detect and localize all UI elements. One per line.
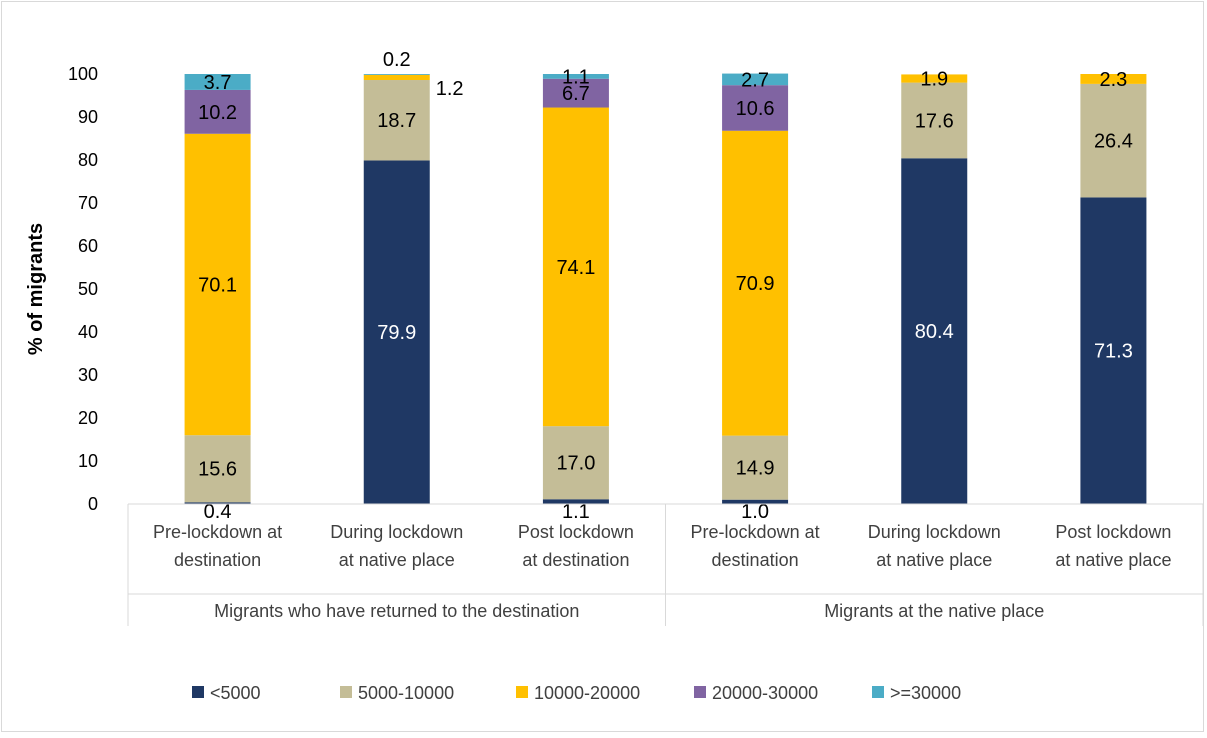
bar-segment (184, 435, 251, 503)
data-label: 2.7 (741, 69, 769, 91)
legend-swatch (694, 686, 706, 698)
y-tick-label: 10 (78, 451, 98, 471)
bar-segment (1080, 197, 1147, 504)
legend-swatch (516, 686, 528, 698)
data-label: 17.6 (915, 110, 954, 132)
x-tick-label: Pre-lockdown at (153, 522, 282, 542)
data-label: 10.2 (198, 102, 237, 124)
data-label: 1.0 (741, 501, 769, 523)
data-label: 18.7 (377, 110, 416, 132)
bar-segment (184, 74, 251, 90)
x-tick-label: destination (712, 550, 799, 570)
bar-segment (542, 74, 609, 79)
legend-label: 5000-10000 (358, 683, 454, 703)
bar-segment (542, 426, 609, 500)
bar-segment (184, 89, 251, 134)
bar-segment (1080, 83, 1147, 198)
data-label: 2.3 (1100, 69, 1128, 91)
y-tick-label: 50 (78, 279, 98, 299)
legend-label: 10000-20000 (534, 683, 640, 703)
x-tick-label: Pre-lockdown at (691, 522, 820, 542)
data-label: 0.4 (204, 501, 232, 523)
bar-segment (1080, 74, 1147, 84)
y-tick-label: 80 (78, 150, 98, 170)
x-tick-label: destination (174, 550, 261, 570)
bar-segment (542, 107, 609, 427)
data-label: 6.7 (562, 83, 590, 105)
data-label: 71.3 (1094, 341, 1133, 363)
x-tick-label: During lockdown (868, 522, 1001, 542)
data-label: 10.6 (736, 98, 775, 120)
data-label: 70.1 (198, 274, 237, 296)
bar-segment (542, 499, 609, 504)
bar-segment (722, 435, 789, 500)
y-axis-title: % of migrants (25, 223, 47, 355)
y-tick-label: 20 (78, 408, 98, 428)
data-label: 0.2 (383, 49, 411, 71)
bar-segment (901, 158, 968, 504)
bar-segment (901, 82, 968, 159)
bar-segment (722, 130, 789, 436)
bar-segment (363, 80, 430, 161)
y-tick-label: 70 (78, 193, 98, 213)
y-tick-label: 90 (78, 107, 98, 127)
data-label: 80.4 (915, 321, 954, 343)
x-tick-label: at native place (876, 550, 992, 570)
legend-label: >=30000 (890, 683, 961, 703)
legend-swatch (192, 686, 204, 698)
bar-segment (363, 74, 430, 81)
data-label: 1.9 (920, 69, 948, 91)
bar-segment (184, 133, 251, 436)
data-label: 14.9 (736, 458, 775, 480)
data-label: 1.1 (562, 501, 590, 523)
legend-swatch (340, 686, 352, 698)
data-label: 74.1 (556, 257, 595, 279)
legend-label: 20000-30000 (712, 683, 818, 703)
data-label: 79.9 (377, 322, 416, 344)
legend-label: <5000 (210, 683, 261, 703)
data-label: 1.1 (562, 66, 590, 88)
x-tick-label: During lockdown (330, 522, 463, 542)
bar-segment (901, 74, 968, 83)
x-tick-label: Post lockdown (518, 522, 634, 542)
x-tick-label: Post lockdown (1055, 522, 1171, 542)
y-tick-label: 0 (88, 494, 98, 514)
y-tick-label: 40 (78, 322, 98, 342)
x-tick-label: at native place (1055, 550, 1171, 570)
x-tick-label: at destination (522, 550, 629, 570)
group-label: Migrants at the native place (824, 601, 1044, 621)
data-label: 15.6 (198, 459, 237, 481)
group-label: Migrants who have returned to the destin… (214, 601, 579, 621)
y-tick-label: 30 (78, 365, 98, 385)
data-label: 26.4 (1094, 131, 1133, 153)
x-tick-label: at native place (339, 550, 455, 570)
data-label: 3.7 (204, 72, 232, 94)
data-label: 17.0 (556, 453, 595, 475)
bar-segment (542, 78, 609, 108)
legend-swatch (872, 686, 884, 698)
bar-segment (722, 85, 789, 131)
bar-segment (363, 160, 430, 504)
bar-segment (184, 502, 251, 504)
y-tick-label: 60 (78, 236, 98, 256)
data-label: 70.9 (736, 273, 775, 295)
y-tick-label: 100 (68, 64, 98, 84)
bar-segment (722, 73, 789, 86)
data-label: 1.2 (436, 78, 464, 100)
bar-segment (363, 74, 430, 75)
bar-segment (722, 499, 789, 504)
